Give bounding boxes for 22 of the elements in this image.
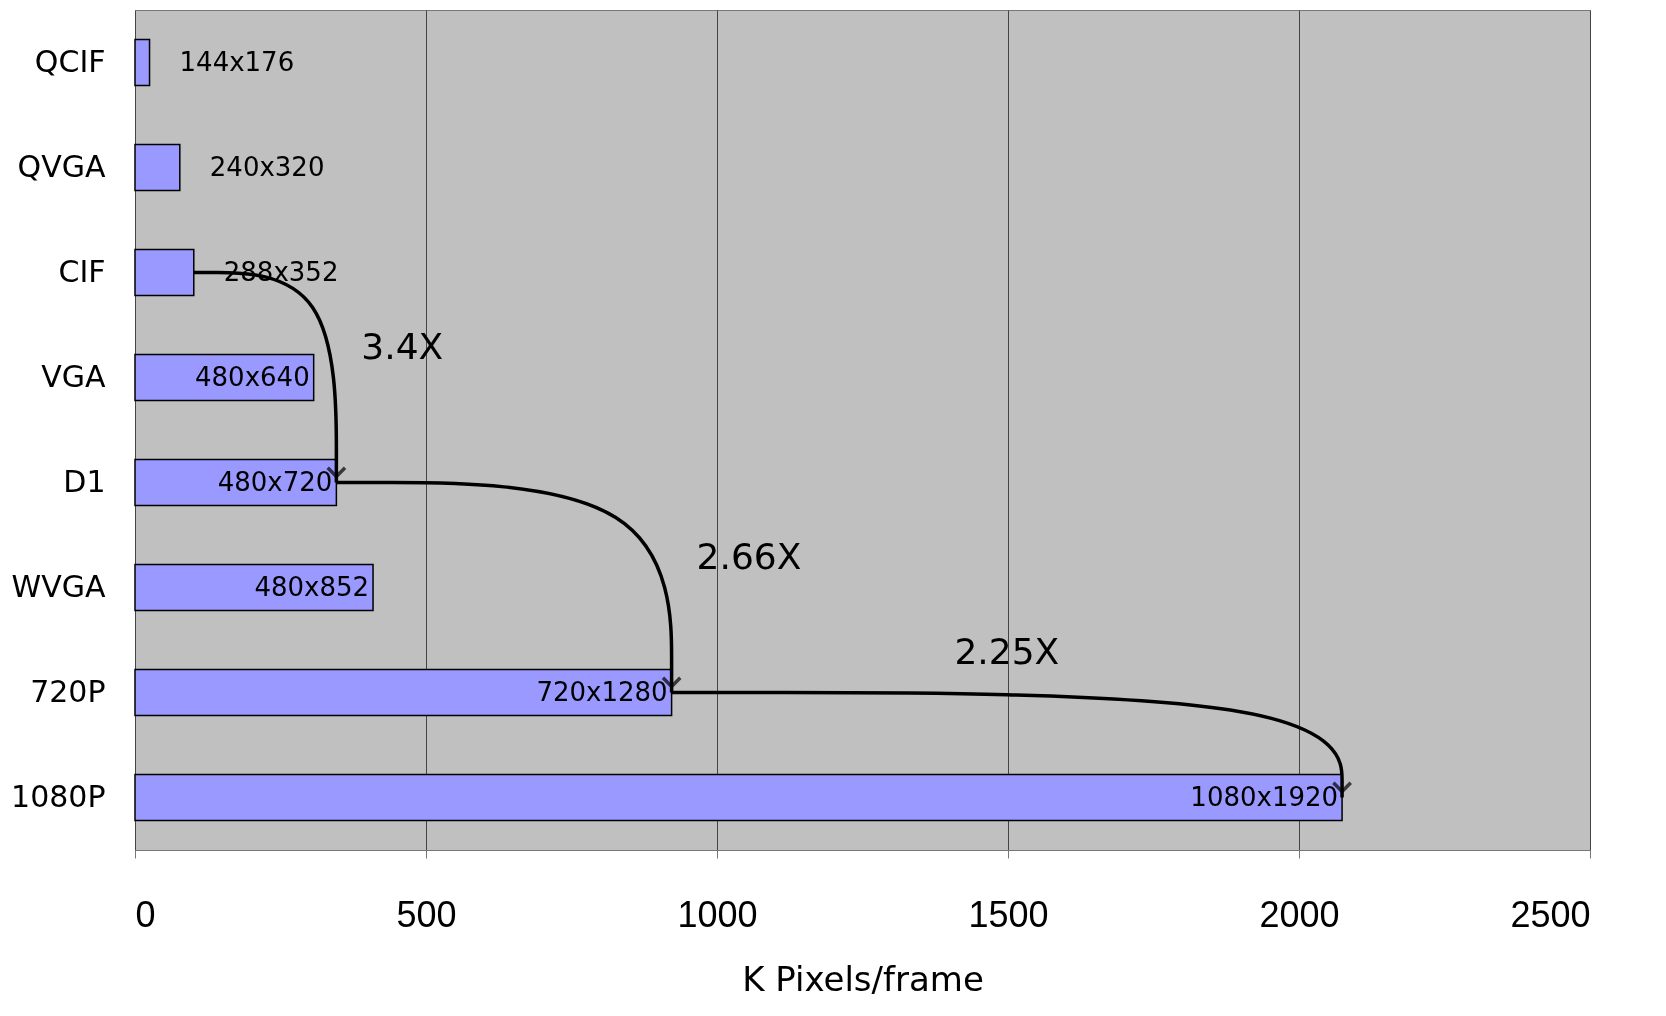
annotation: 1080x1920	[1190, 781, 1339, 812]
x-tick-label: 2000	[1259, 893, 1340, 935]
y-tick-label: QCIF	[34, 43, 106, 79]
x-tick-label: 500	[396, 893, 457, 935]
y-tick-label: QVGA	[17, 148, 106, 184]
x-axis-title: K Pixels/frame	[742, 958, 984, 999]
y-tick-label: D1	[63, 463, 106, 499]
annotation: 480x720	[217, 466, 333, 497]
y-tick-label: CIF	[58, 253, 106, 289]
y-tick-label: WVGA	[11, 568, 106, 604]
y-tick-label: 720P	[30, 673, 106, 709]
annotation: 240x320	[209, 151, 325, 182]
y-tick-label: 1080P	[11, 778, 106, 814]
x-tick-label: 0	[135, 893, 156, 935]
x-tick-label: 2500	[1510, 893, 1591, 935]
annotation: 480x852	[254, 571, 370, 602]
y-tick-label: VGA	[41, 358, 106, 394]
x-tick-label: 1000	[677, 893, 758, 935]
annotation: 720x1280	[536, 676, 668, 707]
annotation: 144x176	[179, 46, 295, 77]
x-tick-label: 1500	[968, 893, 1049, 935]
annotation: 480x640	[195, 361, 310, 392]
